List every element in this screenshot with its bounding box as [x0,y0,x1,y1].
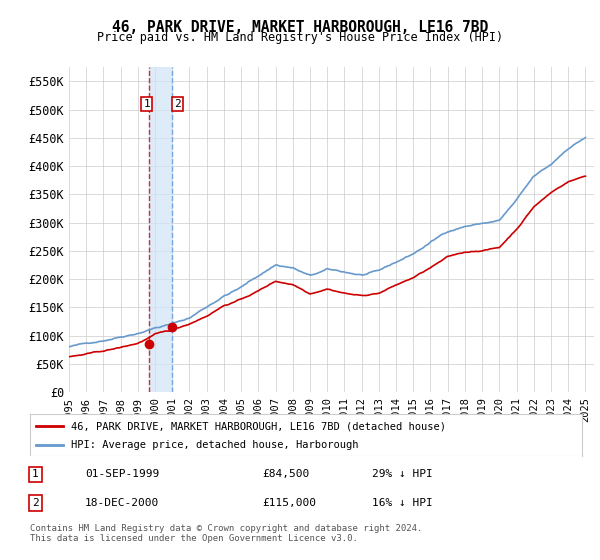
Text: 2: 2 [174,99,181,109]
Text: 46, PARK DRIVE, MARKET HARBOROUGH, LE16 7BD: 46, PARK DRIVE, MARKET HARBOROUGH, LE16 … [112,20,488,35]
Text: Contains HM Land Registry data © Crown copyright and database right 2024.
This d: Contains HM Land Registry data © Crown c… [30,524,422,543]
Text: 2: 2 [32,498,39,508]
Bar [149,67,172,392]
Text: £115,000: £115,000 [262,498,316,508]
Text: 01-SEP-1999: 01-SEP-1999 [85,469,160,479]
Text: 18-DEC-2000: 18-DEC-2000 [85,498,160,508]
Text: 1: 1 [32,469,39,479]
Text: 16% ↓ HPI: 16% ↓ HPI [372,498,433,508]
Text: Price paid vs. HM Land Registry's House Price Index (HPI): Price paid vs. HM Land Registry's House … [97,31,503,44]
Text: HPI: Average price, detached house, Harborough: HPI: Average price, detached house, Harb… [71,440,359,450]
Text: 46, PARK DRIVE, MARKET HARBOROUGH, LE16 7BD (detached house): 46, PARK DRIVE, MARKET HARBOROUGH, LE16 … [71,421,446,431]
Text: 29% ↓ HPI: 29% ↓ HPI [372,469,433,479]
Text: £84,500: £84,500 [262,469,309,479]
Text: 1: 1 [143,99,150,109]
